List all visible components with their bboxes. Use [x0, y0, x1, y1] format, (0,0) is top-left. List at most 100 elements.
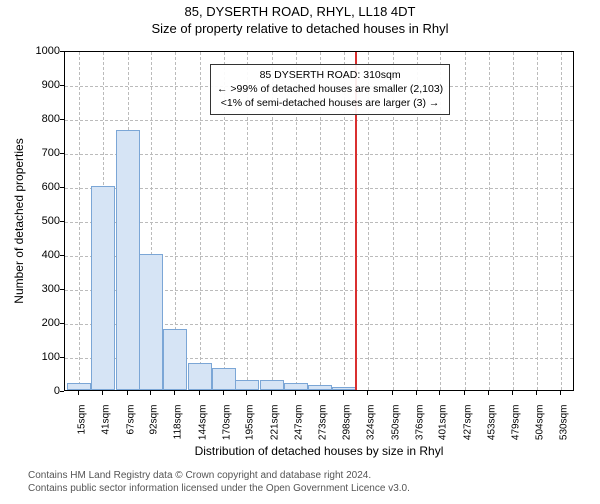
histogram-bar [260, 380, 284, 390]
y-tick-mark [60, 187, 64, 188]
footer-line1: Contains HM Land Registry data © Crown c… [28, 470, 371, 481]
gridline-v [200, 52, 201, 390]
page-subtitle: Size of property relative to detached ho… [0, 21, 600, 36]
footer: Contains HM Land Registry data © Crown c… [28, 470, 410, 495]
y-tick-label: 800 [34, 113, 60, 125]
y-tick-label: 0 [34, 385, 60, 397]
histogram-bar [188, 363, 212, 390]
x-tick-label: 170sqm [222, 405, 233, 441]
x-tick-label: 324sqm [366, 405, 377, 441]
y-tick-mark [60, 51, 64, 52]
y-tick-label: 600 [34, 181, 60, 193]
gridline-v [79, 52, 80, 390]
x-tick-mark [512, 391, 513, 395]
x-tick-label: 427sqm [462, 405, 473, 441]
histogram-bar [332, 387, 356, 390]
x-tick-mark [439, 391, 440, 395]
gridline-h [65, 188, 573, 189]
x-tick-label: 247sqm [294, 405, 305, 441]
x-tick-mark [392, 391, 393, 395]
x-tick-label: 92sqm [149, 405, 160, 435]
y-tick-label: 400 [34, 249, 60, 261]
gridline-h [65, 120, 573, 121]
x-tick-mark [464, 391, 465, 395]
histogram-chart: 85 DYSERTH ROAD: 310sqm ← >99% of detach… [64, 51, 574, 391]
y-tick-mark [60, 221, 64, 222]
gridline-h [65, 154, 573, 155]
histogram-bar [308, 385, 332, 390]
gridline-v [465, 52, 466, 390]
annotation-line2: ← >99% of detached houses are smaller (2… [217, 83, 443, 95]
gridline-v [561, 52, 562, 390]
gridline-h [65, 222, 573, 223]
x-tick-label: 453sqm [486, 405, 497, 441]
x-tick-label: 195sqm [245, 405, 256, 441]
x-tick-mark [246, 391, 247, 395]
x-tick-label: 350sqm [390, 405, 401, 441]
x-tick-label: 401sqm [438, 405, 449, 441]
y-tick-mark [60, 391, 64, 392]
x-tick-mark [199, 391, 200, 395]
x-tick-mark [536, 391, 537, 395]
histogram-bar [284, 383, 308, 390]
x-tick-label: 41sqm [101, 405, 112, 435]
x-tick-label: 273sqm [318, 405, 329, 441]
y-tick-mark [60, 119, 64, 120]
y-tick-mark [60, 85, 64, 86]
x-tick-mark [150, 391, 151, 395]
x-tick-mark [416, 391, 417, 395]
x-tick-mark [102, 391, 103, 395]
y-tick-mark [60, 153, 64, 154]
x-tick-label: 221sqm [269, 405, 280, 441]
x-tick-mark [367, 391, 368, 395]
x-tick-mark [295, 391, 296, 395]
y-tick-label: 500 [34, 215, 60, 227]
gridline-v [537, 52, 538, 390]
x-tick-label: 67sqm [125, 405, 136, 435]
x-tick-mark [343, 391, 344, 395]
annotation-line3: <1% of semi-detached houses are larger (… [221, 97, 440, 109]
y-tick-mark [60, 323, 64, 324]
x-tick-label: 479sqm [511, 405, 522, 441]
y-tick-label: 200 [34, 317, 60, 329]
y-tick-label: 1000 [34, 45, 60, 57]
x-tick-mark [488, 391, 489, 395]
x-axis-label: Distribution of detached houses by size … [64, 444, 574, 458]
histogram-bar [235, 380, 259, 390]
y-tick-mark [60, 255, 64, 256]
y-tick-label: 900 [34, 79, 60, 91]
x-tick-mark [174, 391, 175, 395]
histogram-bar [67, 383, 91, 390]
x-tick-label: 118sqm [173, 405, 184, 440]
x-tick-label: 376sqm [414, 405, 425, 441]
y-tick-label: 300 [34, 283, 60, 295]
annotation-line1: 85 DYSERTH ROAD: 310sqm [260, 69, 401, 81]
histogram-bar [91, 186, 115, 390]
x-tick-label: 144sqm [197, 405, 208, 441]
y-tick-mark [60, 289, 64, 290]
page-title: 85, DYSERTH ROAD, RHYL, LL18 4DT [0, 4, 600, 19]
header: 85, DYSERTH ROAD, RHYL, LL18 4DT Size of… [0, 4, 600, 36]
x-tick-mark [78, 391, 79, 395]
x-tick-label: 504sqm [534, 405, 545, 441]
x-tick-mark [560, 391, 561, 395]
gridline-v [489, 52, 490, 390]
x-tick-label: 15sqm [77, 405, 88, 435]
histogram-bar [163, 329, 187, 390]
y-tick-label: 100 [34, 351, 60, 363]
x-tick-mark [127, 391, 128, 395]
y-tick-mark [60, 357, 64, 358]
x-tick-mark [223, 391, 224, 395]
y-axis-label: Number of detached properties [12, 138, 26, 303]
histogram-bar [139, 254, 163, 390]
x-tick-mark [319, 391, 320, 395]
histogram-bar [116, 130, 140, 390]
histogram-bar [212, 368, 236, 390]
x-tick-mark [271, 391, 272, 395]
x-tick-label: 530sqm [558, 405, 569, 441]
x-tick-label: 298sqm [341, 405, 352, 441]
y-tick-label: 700 [34, 147, 60, 159]
gridline-v [513, 52, 514, 390]
footer-line2: Contains public sector information licen… [28, 483, 410, 494]
annotation-box: 85 DYSERTH ROAD: 310sqm ← >99% of detach… [210, 64, 450, 115]
